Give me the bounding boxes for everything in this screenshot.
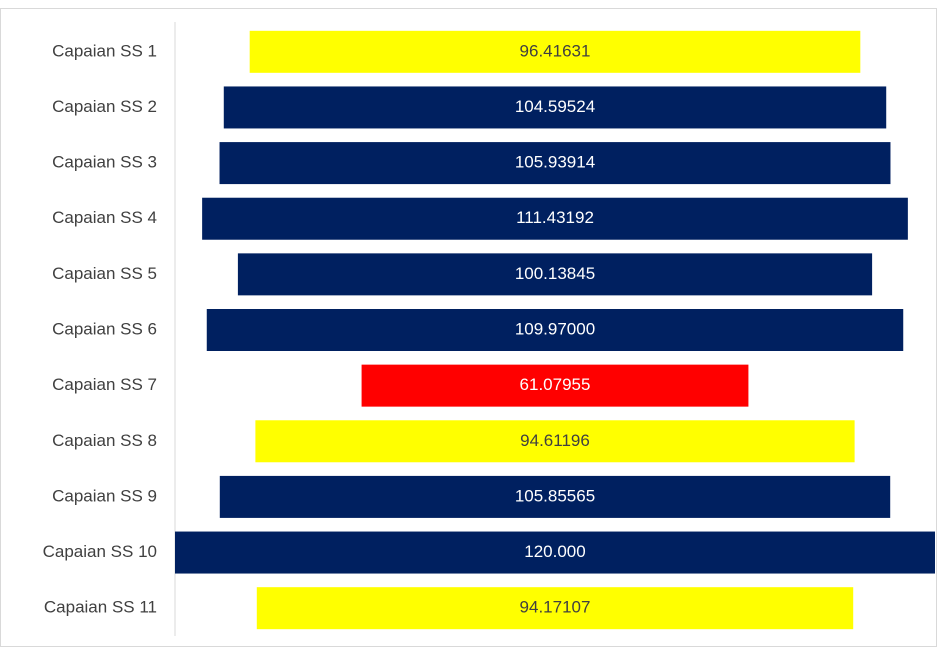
- category-label: Capaian SS 1: [52, 41, 157, 60]
- category-label: Capaian SS 2: [52, 97, 157, 116]
- bar: [202, 197, 908, 240]
- category-label: Capaian SS 8: [52, 431, 157, 450]
- data-label: 120.000: [524, 542, 585, 561]
- data-label: 94.61196: [520, 431, 590, 450]
- bar: [256, 587, 854, 630]
- bar: [223, 86, 887, 129]
- data-label: 111.43192: [516, 208, 594, 227]
- category-label: Capaian SS 9: [52, 486, 157, 505]
- category-label: Capaian SS 11: [44, 598, 157, 617]
- data-label: 100.13845: [515, 264, 595, 283]
- category-label: Capaian SS 6: [52, 319, 157, 338]
- bar: [237, 253, 873, 296]
- category-label: Capaian SS 3: [52, 153, 157, 172]
- category-label: Capaian SS 10: [43, 542, 157, 561]
- category-label: Capaian SS 4: [52, 208, 157, 227]
- bar: [249, 30, 861, 73]
- bar: [206, 309, 904, 351]
- data-label: 96.41631: [520, 41, 591, 60]
- data-label: 105.93914: [515, 153, 595, 172]
- data-label: 105.85565: [515, 486, 595, 505]
- data-label: 61.07955: [520, 375, 591, 394]
- data-label: 109.97000: [515, 319, 595, 338]
- category-label: Capaian SS 5: [52, 264, 157, 283]
- category-label: Capaian SS 7: [52, 375, 157, 394]
- bar: [255, 420, 855, 463]
- bar: [219, 475, 891, 518]
- bar: [361, 364, 749, 407]
- bar: [219, 142, 891, 185]
- bar: [175, 531, 935, 574]
- data-label: 94.17107: [520, 598, 591, 617]
- data-label: 104.59524: [515, 97, 595, 116]
